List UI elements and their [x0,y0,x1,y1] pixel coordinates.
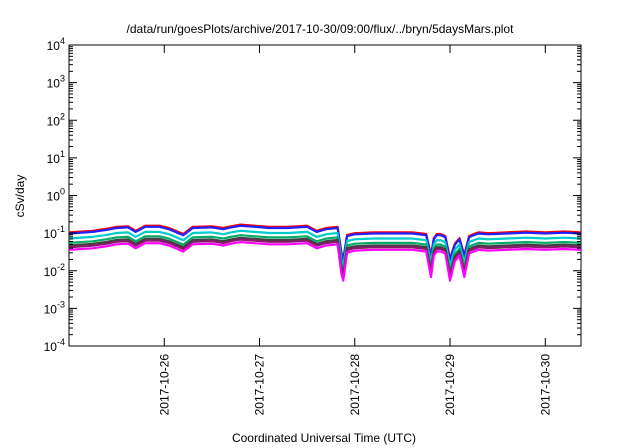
x-tick-label: 2017-10-28 [348,354,362,416]
x-tick-label: 2017-10-27 [253,354,267,416]
y-tick-label: 101 [47,149,65,166]
series-layer [68,223,582,282]
x-axis: 2017-10-26 2017-10-27 2017-10-28 2017-10-29… [157,45,552,415]
y-tick-label: 104 [47,36,65,53]
series-line [68,241,582,282]
x-tick-label: 2017-10-26 [157,354,171,416]
y-tick-label: 102 [47,111,65,128]
y-axis: 10-4 10-3 10-2 10-1 100 101 102 103 104 [44,36,581,354]
chart-title: /data/run/goesPlots/archive/2017-10-30/0… [127,22,515,36]
y-tick-label: 10-3 [44,299,65,316]
y-tick-label: 10-2 [44,262,65,279]
plot-frame [68,44,582,347]
y-tick-label: 10-1 [44,224,65,241]
x-axis-label: Coordinated Universal Time (UTC) [232,431,416,445]
x-tick-label: 2017-10-29 [443,354,457,416]
y-tick-label: 10-4 [44,337,65,354]
y-tick-label: 100 [47,187,65,204]
y-axis-label: cSv/day [13,175,27,218]
x-tick-label: 2017-10-30 [538,354,552,416]
y-tick-label: 103 [47,74,65,91]
